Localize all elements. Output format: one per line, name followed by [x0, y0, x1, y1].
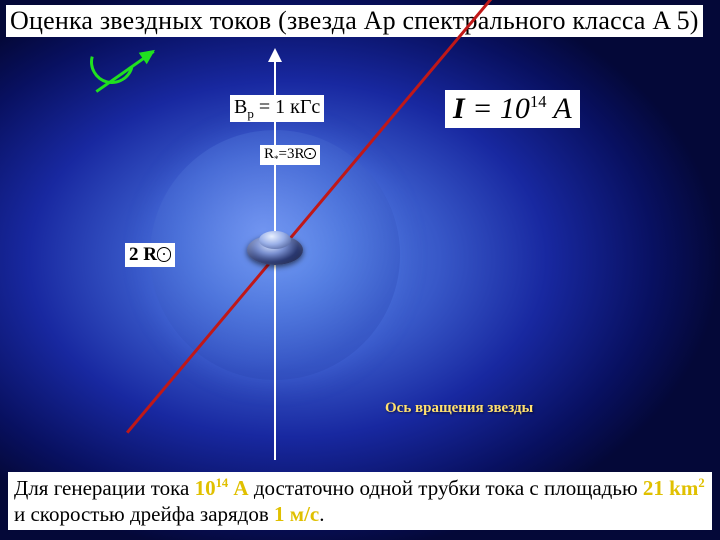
- current-label: I = 1014 A: [445, 90, 580, 128]
- star-core: [247, 235, 303, 265]
- bp-prefix: B: [234, 96, 247, 118]
- two-r-text: 2 R: [129, 244, 157, 265]
- rstar-eq: =3R: [279, 146, 305, 162]
- bt-1: Для генерации тока: [14, 476, 195, 500]
- bottom-caption: Для генерации тока 1014 A достаточно одн…: [8, 472, 712, 531]
- bt-4: .: [319, 502, 324, 526]
- rstar-lhs: R: [264, 146, 274, 162]
- bp-eq: = 1 кГс: [254, 96, 320, 118]
- current-eq: = 10: [465, 92, 530, 125]
- sun-symbol-icon: [304, 148, 315, 159]
- magnetic-field-label: Bp = 1 кГс: [230, 95, 324, 122]
- bt-h1: 1014 A: [195, 476, 249, 500]
- current-symbol: I: [453, 92, 465, 125]
- current-exp: 14: [530, 92, 547, 111]
- current-unit: A: [546, 92, 571, 125]
- bt-3: и скоростью дрейфа зарядов: [14, 502, 274, 526]
- core-highlight: [259, 231, 291, 249]
- axis-caption: Ось вращения звезды: [385, 400, 533, 417]
- slide-title: Оценка звездных токов (звезда Ap спектра…: [6, 5, 703, 37]
- bt-2: достаточно одной трубки тока с площадью: [249, 476, 643, 500]
- two-r-label: 2 R: [125, 243, 175, 267]
- sun-symbol-icon: [157, 247, 171, 261]
- bt-h2: 21 km2: [643, 476, 705, 500]
- radius-label: R*=3R: [260, 145, 320, 165]
- bt-h3: 1 м/с: [274, 502, 319, 526]
